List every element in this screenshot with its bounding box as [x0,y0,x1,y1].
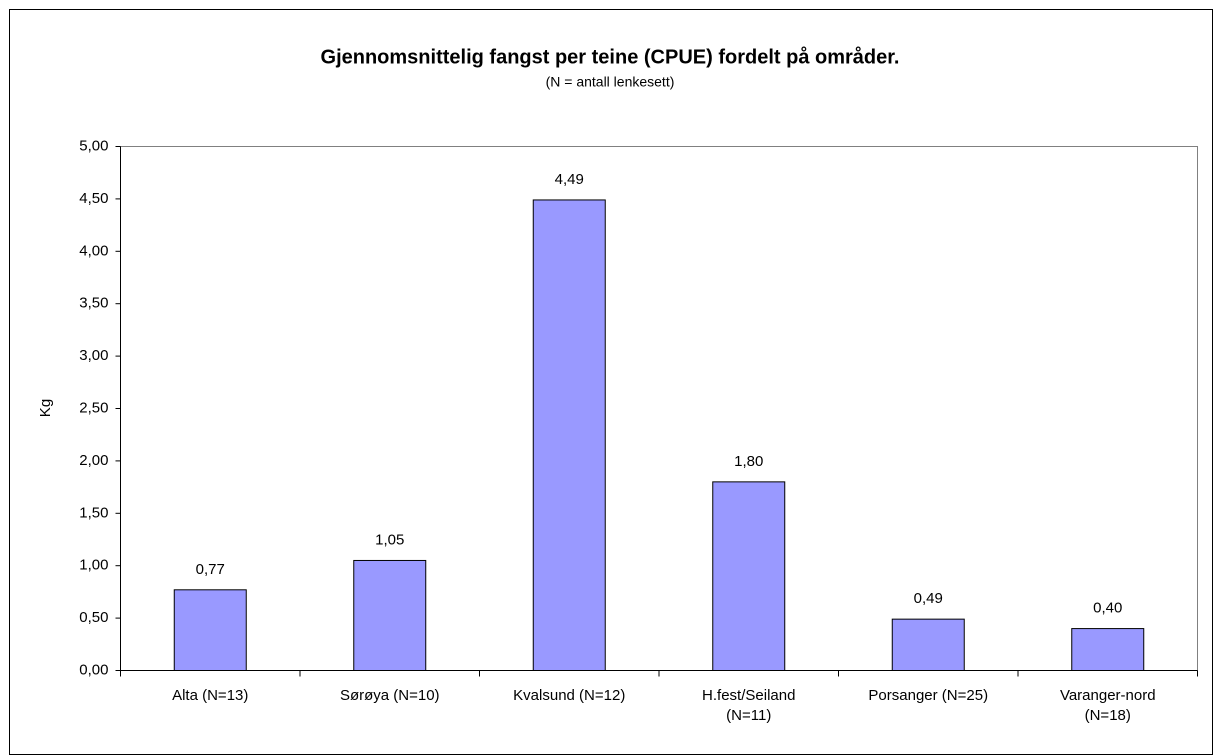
x-tick-label: Porsanger (N=25) [868,686,989,704]
y-tick-label: 0,50 [79,609,108,626]
bar [712,481,786,671]
chart-subtitle: (N = antall lenkesett) [546,74,675,90]
data-label: 0,49 [914,590,943,607]
x-tick-label: Alta (N=13) [172,686,249,704]
y-tick-label: 3,50 [79,295,108,312]
x-tick-label: H.fest/Seiland (N=11) [702,686,796,724]
bar [891,618,965,672]
data-label: 0,77 [196,561,225,578]
bar [173,589,247,672]
y-tick-label: 3,00 [79,347,108,364]
bar [532,199,606,671]
data-label: 4,49 [555,171,584,188]
y-axis-label: Kg [37,399,54,417]
x-tick-label: Sørøya (N=10) [339,686,440,704]
y-tick-label: 4,00 [79,242,108,259]
y-tick-label: 1,50 [79,504,108,521]
data-label: 1,05 [375,531,404,548]
x-tick-label: Kvalsund (N=12) [513,686,626,704]
y-tick-label: 1,00 [79,557,108,574]
y-tick-label: 2,00 [79,452,108,469]
bar [1071,628,1145,672]
data-label: 0,40 [1093,600,1122,617]
y-tick-label: 2,50 [79,399,108,416]
y-tick-label: 0,00 [79,661,108,678]
bar [353,559,427,672]
data-label: 1,80 [734,453,763,470]
chart-title: Gjennomsnittelig fangst per teine (CPUE)… [321,45,900,68]
y-tick-label: 5,00 [79,137,108,154]
x-tick-label: Varanger-nord (N=18) [1059,686,1156,724]
y-tick-label: 4,50 [79,190,108,207]
